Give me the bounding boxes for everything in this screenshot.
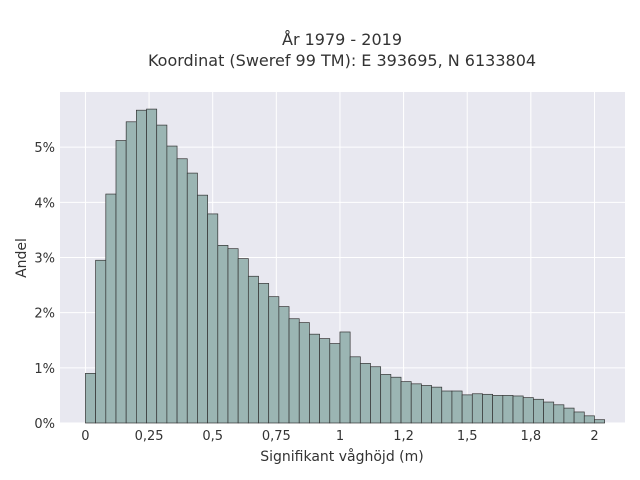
chart-title-line-1: År 1979 - 2019 xyxy=(282,30,402,49)
histogram-bar xyxy=(471,393,483,424)
histogram-bar xyxy=(85,373,96,424)
histogram-bar xyxy=(583,415,595,424)
histogram-bar xyxy=(95,259,107,424)
histogram-bar xyxy=(502,395,514,424)
histogram-bar xyxy=(553,404,565,424)
histogram-bar xyxy=(258,283,270,424)
x-tick-label: 0,25 xyxy=(135,429,164,444)
chart-title-line-2: Koordinat (Sweref 99 TM): E 393695, N 61… xyxy=(148,51,536,70)
histogram-bar xyxy=(421,385,432,424)
histogram-bar xyxy=(186,172,198,424)
y-axis-ticks: 0% 1% 2% 3% 4% 5% xyxy=(34,141,55,432)
histogram-bar xyxy=(309,333,320,424)
histogram-bar xyxy=(125,121,137,424)
histogram-bar xyxy=(105,193,117,424)
histogram-bar xyxy=(441,390,453,424)
histogram-bar xyxy=(247,275,259,424)
histogram-bar xyxy=(288,318,300,424)
histogram-bar xyxy=(349,356,361,424)
bars xyxy=(85,108,605,424)
histogram-bar xyxy=(166,145,178,424)
histogram-bar xyxy=(461,394,473,424)
histogram-bar xyxy=(594,419,605,424)
x-tick-label: 0,5 xyxy=(202,429,223,444)
x-axis-label: Signifikant våghöjd (m) xyxy=(260,448,423,465)
histogram-bar xyxy=(298,322,310,424)
histogram-bar xyxy=(237,258,249,424)
y-tick-label: 1% xyxy=(34,362,55,377)
histogram-bar xyxy=(492,395,504,424)
histogram-bar xyxy=(533,398,544,424)
histogram-bar xyxy=(380,374,392,424)
y-tick-label: 2% xyxy=(34,307,55,322)
histogram-bar xyxy=(176,158,188,424)
x-tick-label: 2 xyxy=(590,429,598,444)
histogram-bar xyxy=(573,411,585,424)
histogram-bar xyxy=(197,194,208,424)
x-tick-label: 1,5 xyxy=(457,429,478,444)
x-tick-label: 0,75 xyxy=(262,429,291,444)
histogram-bar xyxy=(329,343,341,424)
histogram-bar xyxy=(390,376,402,424)
y-tick-label: 5% xyxy=(34,141,55,156)
y-tick-label: 3% xyxy=(34,252,55,267)
histogram-bar xyxy=(115,140,127,424)
x-tick-label: 1,8 xyxy=(520,429,541,444)
histogram-bar xyxy=(146,108,158,424)
histogram-bar xyxy=(563,407,575,424)
histogram-bar xyxy=(319,338,331,424)
histogram-bar xyxy=(217,245,229,424)
histogram-bar xyxy=(359,363,371,424)
histogram-bar xyxy=(136,109,147,424)
histogram-bar xyxy=(400,381,412,424)
histogram-bar xyxy=(410,383,422,424)
histogram-bar xyxy=(227,248,239,424)
histogram-bar xyxy=(431,386,443,424)
histogram-bar xyxy=(522,397,534,424)
histogram-bar xyxy=(339,331,351,424)
histogram-bar xyxy=(543,401,555,424)
histogram-bar xyxy=(207,213,219,424)
histogram-bar xyxy=(156,124,168,424)
x-tick-label: 1,2 xyxy=(393,429,414,444)
histogram-bar xyxy=(278,306,290,424)
histogram-bar xyxy=(268,296,280,424)
x-tick-label: 1 xyxy=(336,429,344,444)
histogram-bar xyxy=(451,390,463,424)
histogram-bar xyxy=(370,366,382,424)
x-axis-ticks: 0 0,25 0,5 0,75 1 1,2 1,5 1,8 2 xyxy=(81,429,598,444)
histogram-bar xyxy=(482,393,494,424)
y-tick-label: 0% xyxy=(34,417,55,432)
histogram-bar xyxy=(512,395,524,424)
x-tick-label: 0 xyxy=(81,429,89,444)
y-tick-label: 4% xyxy=(34,196,55,211)
y-axis-label: Andel xyxy=(14,238,30,278)
